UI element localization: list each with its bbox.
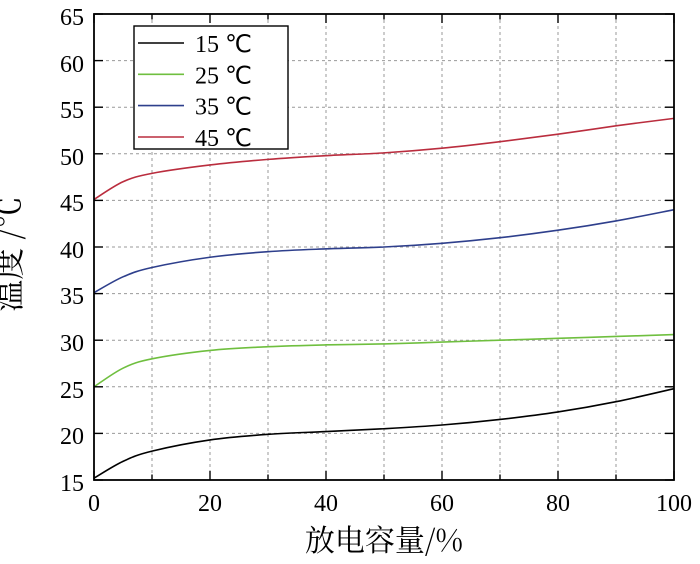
svg-text:60: 60	[60, 52, 84, 78]
svg-text:15 ℃: 15 ℃	[195, 32, 252, 58]
svg-text:45 ℃: 45 ℃	[195, 126, 252, 152]
svg-text:35 ℃: 35 ℃	[195, 95, 252, 121]
svg-text:100: 100	[656, 491, 692, 517]
svg-text:15: 15	[60, 471, 84, 497]
svg-text:0: 0	[88, 491, 100, 517]
svg-text:25: 25	[60, 378, 84, 404]
svg-text:35: 35	[60, 284, 84, 310]
svg-text:50: 50	[60, 145, 84, 171]
svg-text:45: 45	[60, 191, 84, 217]
svg-text:80: 80	[546, 491, 570, 517]
svg-text:60: 60	[430, 491, 454, 517]
svg-text:55: 55	[60, 98, 84, 124]
svg-text:20: 20	[60, 424, 84, 450]
svg-text:40: 40	[60, 238, 84, 264]
svg-text:20: 20	[198, 491, 222, 517]
svg-text:65: 65	[60, 5, 84, 31]
svg-text:30: 30	[60, 331, 84, 357]
svg-text:40: 40	[314, 491, 338, 517]
svg-text:温度 /℃: 温度 /℃	[0, 196, 30, 311]
svg-text:25 ℃: 25 ℃	[195, 63, 252, 89]
svg-text:放电容量/%: 放电容量/%	[305, 516, 463, 560]
